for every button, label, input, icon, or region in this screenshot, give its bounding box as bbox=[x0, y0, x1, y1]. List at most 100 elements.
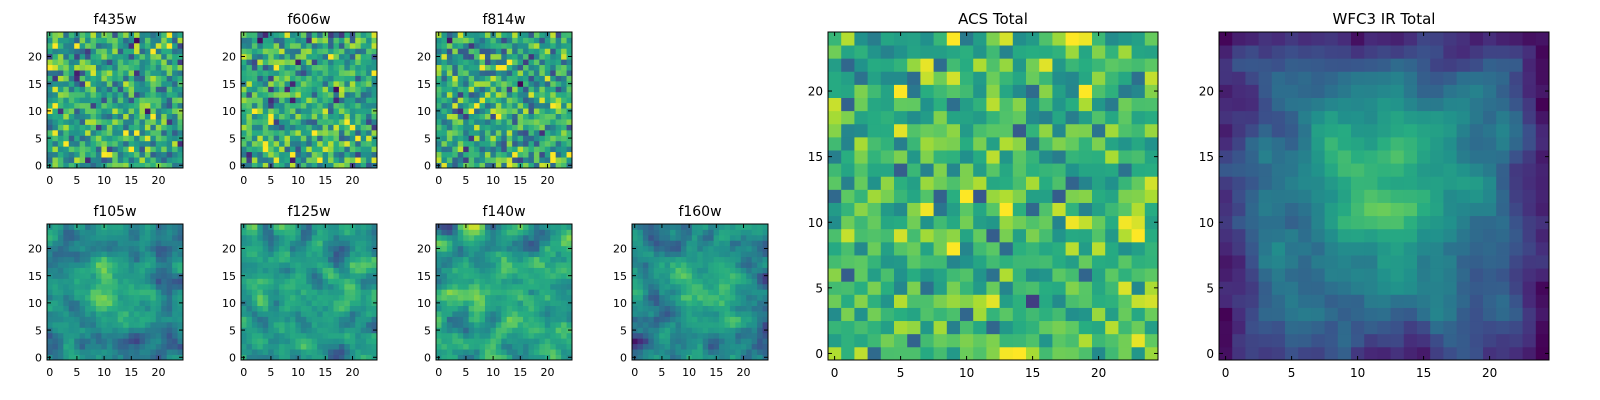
heatmap-cell bbox=[841, 150, 855, 164]
y-tick-label: 5 bbox=[424, 132, 431, 145]
heatmap-cell bbox=[300, 108, 307, 114]
heatmap-cell bbox=[90, 80, 97, 87]
heatmap-cell bbox=[757, 327, 763, 334]
heatmap-cell bbox=[479, 119, 486, 125]
heatmap-cell bbox=[680, 267, 687, 274]
x-tick-label: 0 bbox=[435, 174, 442, 187]
heatmap-cell bbox=[555, 70, 562, 76]
heatmap-cell bbox=[112, 86, 119, 93]
heatmap-cell bbox=[85, 251, 91, 258]
heatmap-cell bbox=[1026, 294, 1040, 308]
heatmap-cell bbox=[441, 75, 448, 82]
y-tick-label: 0 bbox=[229, 159, 236, 172]
heatmap-cell bbox=[867, 268, 882, 282]
heatmap-cell bbox=[273, 140, 280, 147]
heatmap-cell bbox=[284, 327, 291, 334]
heatmap-cell bbox=[106, 162, 113, 169]
heatmap-cell bbox=[735, 354, 742, 361]
heatmap-cell bbox=[85, 289, 91, 296]
heatmap-cell bbox=[436, 256, 442, 263]
heatmap-cell bbox=[241, 129, 247, 136]
heatmap-cell bbox=[533, 316, 540, 323]
heatmap-cell bbox=[47, 151, 53, 158]
heatmap-cell bbox=[57, 251, 64, 258]
heatmap-cell bbox=[262, 327, 269, 334]
heatmap-cell bbox=[495, 91, 502, 98]
heatmap-cell bbox=[506, 108, 513, 114]
heatmap-cell bbox=[177, 224, 184, 230]
heatmap-cell bbox=[523, 278, 529, 285]
heatmap-cell bbox=[150, 240, 157, 247]
heatmap-cell bbox=[517, 48, 524, 55]
heatmap-cell bbox=[946, 346, 961, 361]
heatmap-cell bbox=[101, 283, 108, 290]
heatmap-cell bbox=[360, 321, 367, 328]
heatmap-cell bbox=[101, 251, 108, 258]
heatmap-cell bbox=[106, 332, 113, 339]
heatmap-cell bbox=[702, 332, 709, 339]
heatmap-cell bbox=[724, 294, 731, 301]
heatmap-cell bbox=[999, 189, 1014, 203]
heatmap-cell bbox=[762, 267, 769, 274]
heatmap-cell bbox=[637, 272, 644, 279]
heatmap-cell bbox=[920, 215, 934, 230]
heatmap-cell bbox=[289, 234, 296, 241]
heatmap-cell bbox=[161, 256, 168, 263]
heatmap-cell bbox=[106, 48, 113, 55]
heatmap-cell bbox=[366, 70, 372, 76]
heatmap-cell bbox=[468, 162, 475, 169]
heatmap-cell bbox=[360, 283, 367, 290]
heatmap-cell bbox=[112, 321, 119, 328]
heatmap-cell bbox=[139, 349, 146, 355]
heatmap-cell bbox=[344, 135, 351, 142]
heatmap-cell bbox=[161, 124, 168, 131]
heatmap-cell bbox=[172, 305, 178, 312]
heatmap-cell bbox=[52, 251, 59, 258]
heatmap-cell bbox=[177, 262, 184, 268]
heatmap-cell bbox=[311, 37, 318, 44]
heatmap-cell bbox=[539, 75, 546, 82]
heatmap-cell bbox=[680, 240, 687, 247]
heatmap-cell bbox=[484, 102, 491, 109]
heatmap-cell bbox=[284, 91, 291, 98]
heatmap-cell bbox=[523, 283, 529, 290]
heatmap-cell bbox=[134, 86, 140, 93]
heatmap-cell bbox=[653, 256, 660, 263]
heatmap-cell bbox=[457, 42, 464, 49]
heatmap-cell bbox=[920, 307, 934, 322]
heatmap-cell bbox=[106, 338, 113, 345]
heatmap-cell bbox=[751, 283, 758, 290]
heatmap-cell bbox=[68, 135, 75, 142]
heatmap-cell bbox=[371, 224, 378, 230]
heatmap-cell bbox=[328, 113, 334, 120]
heatmap-cell bbox=[894, 268, 908, 282]
heatmap-cell bbox=[555, 289, 562, 296]
heatmap-cell bbox=[106, 151, 113, 158]
heatmap-cell bbox=[144, 119, 151, 125]
heatmap-cell bbox=[697, 224, 704, 230]
heatmap-cell bbox=[161, 75, 168, 82]
heatmap-cell bbox=[63, 70, 70, 76]
heatmap-cell bbox=[550, 224, 557, 230]
heatmap-cell bbox=[112, 229, 119, 236]
heatmap-cell bbox=[134, 129, 140, 136]
heatmap-cell bbox=[490, 343, 497, 350]
heatmap-cell bbox=[484, 289, 491, 296]
heatmap-cell bbox=[47, 311, 53, 317]
heatmap-cell bbox=[1092, 202, 1106, 217]
heatmap-cell bbox=[57, 294, 64, 301]
heatmap-cell bbox=[117, 327, 124, 334]
heatmap-cell bbox=[1026, 215, 1040, 230]
heatmap-cell bbox=[1105, 281, 1119, 295]
axes-frame-f606w bbox=[240, 31, 378, 169]
heatmap-cell bbox=[986, 189, 1000, 203]
heatmap-cell bbox=[172, 129, 178, 136]
heatmap-cell bbox=[436, 37, 442, 44]
heatmap-cell bbox=[273, 251, 280, 258]
heatmap-cell bbox=[495, 256, 502, 263]
heatmap-cell bbox=[279, 294, 285, 301]
heatmap-cell bbox=[262, 113, 269, 120]
heatmap-cell bbox=[686, 294, 693, 301]
heatmap-cell bbox=[479, 70, 486, 76]
heatmap-cell bbox=[457, 240, 464, 247]
